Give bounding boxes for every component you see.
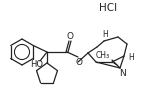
Text: HCl: HCl	[99, 3, 117, 13]
Text: HO: HO	[31, 59, 44, 69]
Text: CH₃: CH₃	[96, 51, 110, 59]
Text: H: H	[102, 29, 108, 39]
Text: H: H	[128, 53, 134, 61]
Text: O: O	[76, 57, 83, 67]
Text: O: O	[66, 31, 73, 41]
Text: N: N	[119, 69, 125, 78]
